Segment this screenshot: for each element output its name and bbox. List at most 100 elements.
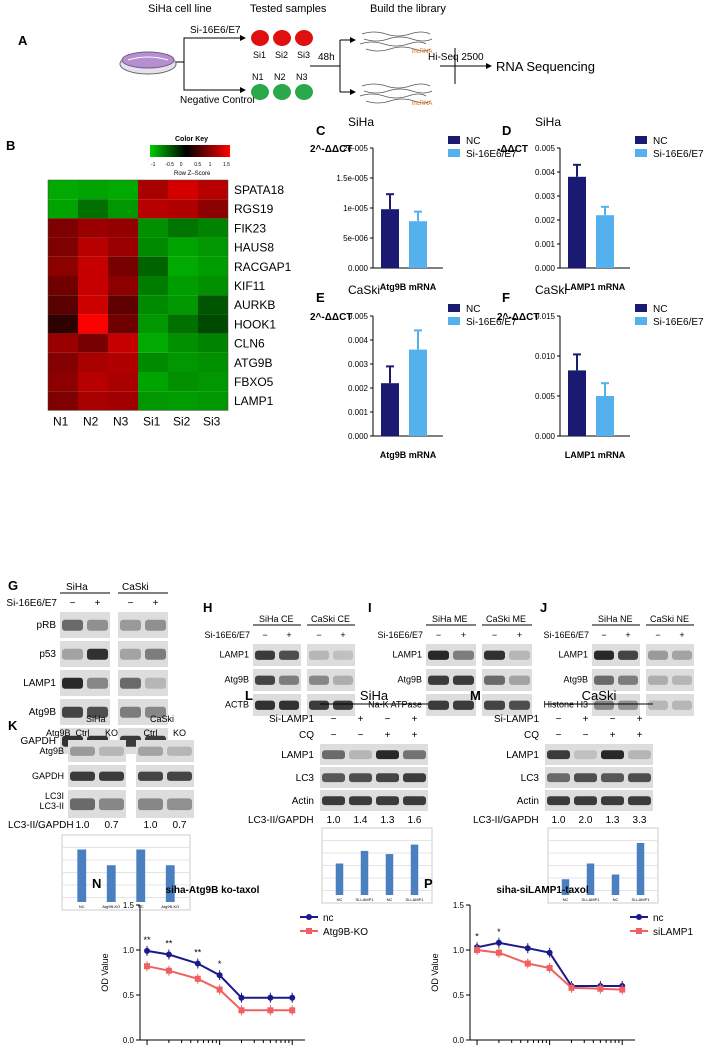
blot-band xyxy=(453,650,474,660)
blot-strip xyxy=(253,644,301,666)
color-key-tick: 1.5 xyxy=(223,162,230,168)
blot-band xyxy=(255,650,275,660)
condition-label: KO xyxy=(173,728,186,738)
y-tick-label: 0.004 xyxy=(535,168,556,177)
mini-bar xyxy=(106,865,116,902)
heatmap-cell xyxy=(138,314,168,334)
y-tick-label: 0.000 xyxy=(535,432,556,441)
heatmap-cell xyxy=(78,199,108,219)
heatmap-cell xyxy=(108,314,138,334)
blot-strip xyxy=(482,669,532,691)
si-sample-circle xyxy=(251,30,269,46)
heatmap-cell xyxy=(78,295,108,315)
panel-j: J SiHa NE CaSki NE Si-16E6/E7 − + − + LAMP1 Atg9B… xyxy=(540,600,694,716)
panel-i: I SiHa ME CaSki ME Si-16E6/E7 − + − + LAMP1 Atg9B… xyxy=(368,600,532,716)
blot-band xyxy=(120,677,141,689)
chart-title: siha-siLAMP1-taxol xyxy=(496,885,588,896)
blot-band xyxy=(428,700,449,710)
blot-band xyxy=(403,796,426,806)
mini-bar xyxy=(561,879,570,895)
blot-band xyxy=(138,746,163,756)
legend-swatch xyxy=(635,304,647,312)
heatmap-cell xyxy=(138,372,168,392)
heatmap-cell xyxy=(108,237,138,257)
condition-label: Ctrl xyxy=(76,728,90,738)
blot-band xyxy=(62,706,83,718)
blot-band xyxy=(145,677,166,689)
panel-label-b: B xyxy=(6,138,15,153)
sign-label: + xyxy=(412,714,418,725)
heatmap-cell xyxy=(78,391,108,411)
heatmap-gene-label: CLN6 xyxy=(234,337,265,351)
heatmap-cell xyxy=(168,372,198,392)
treatment-label: CQ xyxy=(524,730,539,741)
legend-label: Si-16E6/E7 xyxy=(653,317,704,328)
blot-band xyxy=(87,619,108,631)
blot-band xyxy=(403,750,426,760)
ratio-value: 1.0 xyxy=(327,815,341,826)
heatmap-cell xyxy=(48,391,78,411)
n-sample-circle xyxy=(251,84,269,100)
blot-strip xyxy=(307,644,355,666)
heatmap-gene-label: HAUS8 xyxy=(234,241,274,255)
blot-strip xyxy=(646,694,694,716)
legend-swatch xyxy=(448,136,460,144)
ratio-value: 1.3 xyxy=(606,815,620,826)
n-sample-label: N1 xyxy=(252,72,264,82)
y-axis-label: 2^-ΔΔCT xyxy=(310,144,352,155)
heatmap-gene-label: FBXO5 xyxy=(234,375,274,389)
blot-strip xyxy=(646,644,694,666)
heatmap-cell xyxy=(198,314,228,334)
mini-category-label: NC xyxy=(79,904,85,909)
blot-strip xyxy=(426,694,476,716)
time-label: 48h xyxy=(318,52,335,63)
blot-band xyxy=(145,648,166,660)
sign-label: − xyxy=(655,630,660,640)
sign-label: − xyxy=(556,730,562,741)
blot-row-label: Atg9B xyxy=(39,746,64,756)
sign-label: − xyxy=(436,630,441,640)
mini-bar xyxy=(165,865,175,902)
y-axis-label: OD Value xyxy=(100,953,110,991)
heatmap-cell xyxy=(78,276,108,296)
legend-marker xyxy=(636,914,642,920)
panel-label-n: N xyxy=(92,876,101,891)
y-axis-label: OD Value xyxy=(430,953,440,991)
condition-label: KO xyxy=(105,728,118,738)
bar-nc xyxy=(381,209,399,268)
heatmap-cell xyxy=(168,295,198,315)
n-sample-circles: N1 N2 N3 xyxy=(251,72,313,100)
bar-nc xyxy=(568,370,586,436)
blot-band xyxy=(333,700,353,710)
petri-dish-icon xyxy=(119,51,177,75)
blot-band xyxy=(484,675,505,685)
heatmap-sample-label: N2 xyxy=(83,414,99,428)
heatmap-cell xyxy=(168,237,198,257)
heatmap-cell xyxy=(198,372,228,392)
blot-strip xyxy=(320,767,428,788)
platform-label: Hi-Seq 2500 xyxy=(428,52,484,63)
blot-row-label: GAPDH xyxy=(20,736,56,747)
y-tick-label: 0.005 xyxy=(348,312,369,321)
blot-band xyxy=(574,796,597,806)
si-sample-circle xyxy=(295,30,313,46)
x-axis-label: Atg9B mRNA xyxy=(380,450,437,460)
heatmap-cell xyxy=(108,276,138,296)
ratio-label: LC3-II/GAPDH xyxy=(8,820,74,831)
heatmap-cell xyxy=(48,237,78,257)
blot-band xyxy=(628,796,651,806)
blot-band xyxy=(628,773,651,783)
x-axis-label: LAMP1 mRNA xyxy=(565,282,626,292)
legend-label: nc xyxy=(323,913,334,924)
mini-category-label: Si-LAMP1 xyxy=(631,897,650,902)
legend-label: NC xyxy=(653,136,667,147)
panel-label: H xyxy=(203,600,212,615)
blot-row-label: Actin xyxy=(517,796,539,807)
chart-c: SiHa 2^-ΔΔCT 0.000 5e-006 1e-005 1.5e-005 2e-0… xyxy=(310,115,517,292)
sign-label: − xyxy=(331,714,337,725)
blot-band xyxy=(453,675,474,685)
n-sample-circle xyxy=(273,84,291,100)
heatmap-cell xyxy=(78,256,108,276)
ratio-value: 0.7 xyxy=(173,820,187,831)
heatmap-sample-label: Si1 xyxy=(143,414,161,428)
